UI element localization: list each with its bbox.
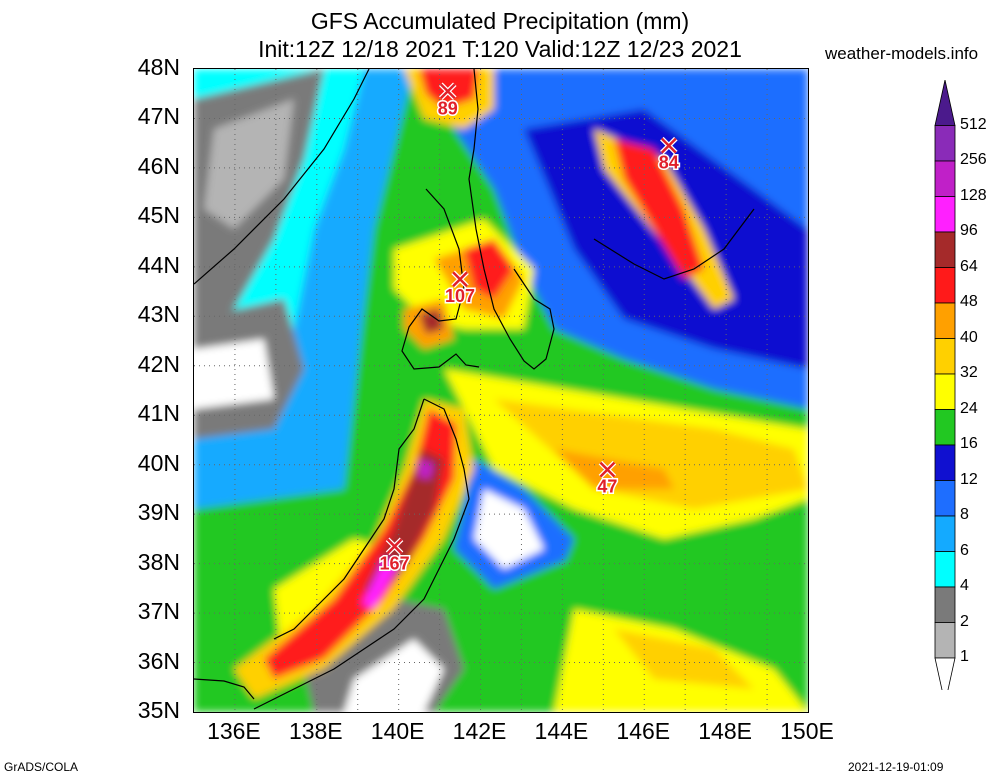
y-axis-tick-label: 38N <box>137 548 180 575</box>
max-value-label: 107 <box>445 286 475 306</box>
precipitation-map: 89 84 107 47 167 <box>193 68 809 713</box>
y-axis-tick-label: 47N <box>137 103 180 130</box>
colorbar-level-label: 512 <box>960 115 987 133</box>
colorbar-swatch <box>934 373 956 410</box>
colorbar-swatch <box>934 622 956 659</box>
max-marker: 107 <box>444 270 477 308</box>
colorbar-swatch <box>934 480 956 517</box>
colorbar-swatch <box>934 80 956 126</box>
x-axis-tick-label: 142E <box>452 718 507 744</box>
x-axis-tick-label: 146E <box>616 718 671 744</box>
max-marker: 84 <box>657 136 680 174</box>
colorbar-level-label: 32 <box>960 364 978 381</box>
precip-fields <box>194 69 808 712</box>
colorbar-level-label: 256 <box>960 151 987 168</box>
y-axis-tick-label: 37N <box>137 598 180 625</box>
y-axis-tick-label: 42N <box>137 350 180 377</box>
colorbar-swatch <box>934 125 956 162</box>
y-axis-tick-label: 40N <box>137 449 180 476</box>
source-site: weather-models.info <box>825 44 979 63</box>
colorbar-swatch <box>934 196 956 233</box>
colorbar-level-label: 128 <box>960 186 987 204</box>
colorbar-swatch <box>934 160 956 197</box>
y-axis-tick-label: 36N <box>137 647 180 674</box>
coastlines <box>194 69 755 710</box>
y-axis-tick-label: 35N <box>137 697 180 723</box>
x-axis-tick-label: 150E <box>780 718 834 744</box>
colorbar-swatch <box>934 444 956 481</box>
x-axis-tick-label: 138E <box>288 718 343 744</box>
colorbar-level-label: 12 <box>960 470 978 488</box>
x-axis-tick-label: 136E <box>207 718 261 744</box>
y-axis-tick-label: 39N <box>137 499 180 526</box>
colorbar-level-label: 24 <box>960 399 978 417</box>
y-axis-tick-label: 41N <box>137 400 180 427</box>
colorbar-swatch <box>934 515 956 552</box>
max-value-label: 89 <box>438 98 458 118</box>
colorbar-level-label: 96 <box>960 222 978 239</box>
colorbar-swatch <box>934 409 956 446</box>
colorbar-level-label: 16 <box>960 435 978 452</box>
colorbar-level-label: 2 <box>960 612 969 630</box>
map-canvas: 89 84 107 47 167 <box>194 69 808 712</box>
colorbar-swatch <box>934 586 956 623</box>
y-axis-tick-label: 48N <box>137 54 180 80</box>
colorbar-level-label: 4 <box>960 577 969 594</box>
title-line-1: GFS Accumulated Precipitation (mm) <box>310 8 690 34</box>
colorbar-level-label: 64 <box>960 257 978 275</box>
maxima-markers: 89 84 107 47 167 <box>378 82 680 575</box>
colorbar-swatch <box>934 267 956 304</box>
colorbar-swatch <box>934 231 956 268</box>
max-value-label: 167 <box>380 553 410 573</box>
colorbar-swatch <box>934 551 956 588</box>
colorbar-swatch <box>934 338 956 375</box>
graticule <box>194 69 808 712</box>
colorbar-level-label: 8 <box>960 506 969 523</box>
colorbar-level-label: 40 <box>960 328 978 346</box>
footer-timestamp: 2021-12-19-01:09 <box>848 760 944 774</box>
max-value-label: 47 <box>597 477 617 497</box>
y-axis-tick-label: 44N <box>137 251 180 278</box>
colorbar-level-label: 6 <box>960 541 969 559</box>
max-value-label: 84 <box>659 153 679 173</box>
y-axis-tick-label: 46N <box>137 152 180 179</box>
y-axis-tick-label: 43N <box>137 301 180 328</box>
colorbar-swatch <box>934 657 956 690</box>
footer-credit: GrADS/COLA <box>4 760 79 774</box>
x-axis-tick-label: 144E <box>534 718 589 744</box>
colorbar <box>934 80 956 690</box>
colorbar-level-label: 1 <box>960 648 969 665</box>
x-axis-tick-label: 140E <box>370 718 425 744</box>
max-marker: 47 <box>596 460 619 498</box>
max-marker: 167 <box>378 537 411 575</box>
max-marker: 89 <box>436 82 459 120</box>
colorbar-level-label: 48 <box>960 293 978 310</box>
x-axis-tick-label: 148E <box>698 718 752 744</box>
title-line-2: Init:12Z 12/18 2021 T:120 Valid:12Z 12/2… <box>258 36 742 62</box>
y-axis-tick-label: 45N <box>137 202 180 229</box>
colorbar-swatch <box>934 302 956 339</box>
